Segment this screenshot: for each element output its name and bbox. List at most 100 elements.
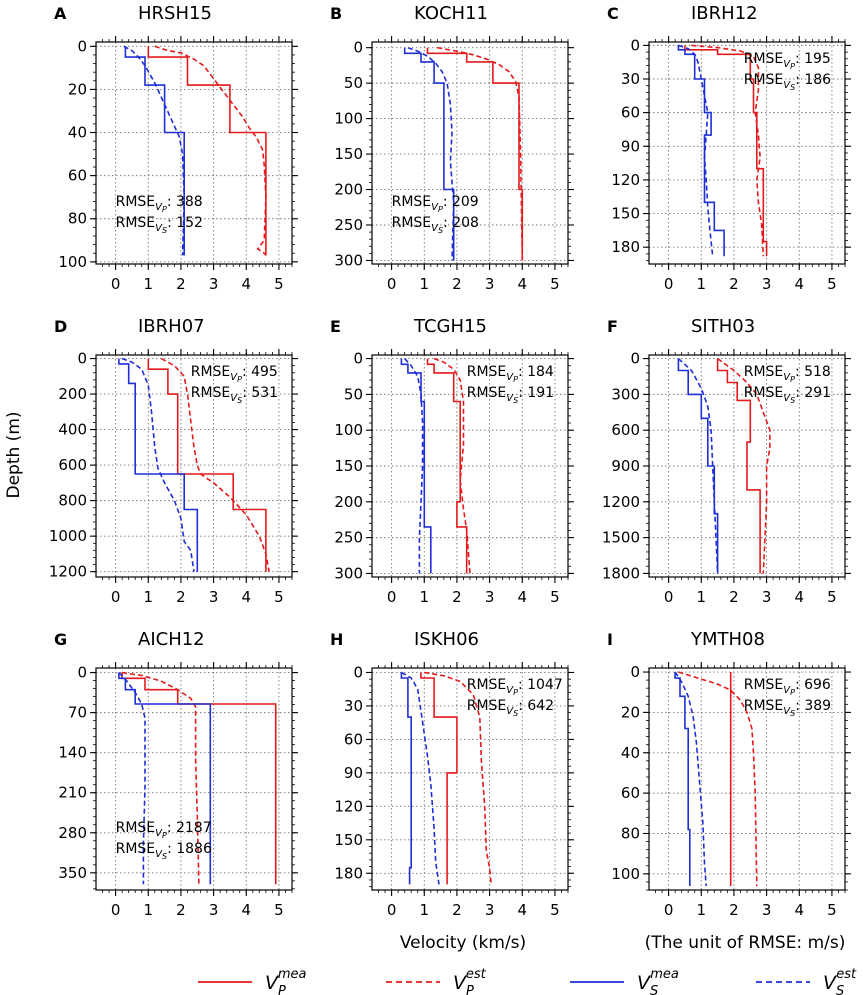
x-tick-label: 5 — [550, 588, 560, 606]
y-tick-label: 80 — [68, 210, 87, 228]
x-tick-label: 0 — [664, 901, 674, 919]
y-tick-label: 600 — [58, 456, 87, 474]
y-tick-label: 150 — [334, 145, 363, 163]
y-tick-label: 0 — [353, 39, 363, 57]
x-axis-title: Velocity (km/s) — [400, 933, 526, 953]
x-tick-label: 1 — [419, 901, 429, 919]
series-vp-est — [437, 46, 524, 261]
y-tick-label: 0 — [630, 350, 640, 368]
y-tick-label: 80 — [621, 824, 640, 842]
y-tick-label: 0 — [630, 663, 640, 681]
rmse-vs-label: RMSEVS: 186 — [744, 72, 831, 92]
rmse-vp-label: RMSEVP: 2187 — [116, 820, 212, 840]
y-tick-label: 600 — [611, 421, 640, 439]
panel-letter: I — [607, 630, 613, 649]
y-tick-label: 90 — [344, 764, 363, 782]
y-tick-label: 180 — [334, 864, 363, 882]
y-tick-label: 200 — [58, 385, 87, 403]
y-tick-label: 50 — [344, 385, 363, 403]
y-tick-label: 300 — [611, 385, 640, 403]
panel-title: AICH12 — [138, 629, 205, 650]
series-vp-est — [691, 44, 765, 257]
x-tick-label: 0 — [387, 588, 397, 606]
legend-label: VPmea — [265, 967, 307, 995]
x-tick-label: 4 — [241, 275, 251, 293]
series-vs-est — [407, 46, 455, 261]
y-tick-label: 280 — [58, 824, 87, 842]
series-vp-est — [678, 671, 758, 887]
series-vs-est — [404, 358, 424, 574]
y-tick-label: 300 — [334, 564, 363, 582]
panel-h: H ISKH06 0 1 2 3 4 5 0 30 60 90 120 150 180 RMSEVP: 104… — [330, 629, 574, 919]
rmse-vp-label: RMSEVP: 388 — [116, 194, 203, 214]
x-tick-label: 2 — [176, 588, 186, 606]
rmse-vs-label: RMSEVS: 191 — [467, 385, 554, 405]
x-tick-label: 0 — [111, 275, 121, 293]
x-tick-label: 1 — [143, 588, 153, 606]
y-tick-label: 140 — [58, 744, 87, 762]
panel-letter: C — [607, 4, 619, 23]
panel-title: SITH03 — [691, 316, 755, 337]
x-tick-label: 1 — [696, 275, 706, 293]
series-vs-mea — [674, 672, 691, 886]
legend-item-vp-mea: VPmea — [198, 967, 307, 995]
panel-a: A HRSH15 0 1 2 3 4 5 0 20 40 60 80 100 RMSEVP: 388RMSE… — [54, 3, 298, 293]
x-tick-label: 1 — [696, 588, 706, 606]
x-tick-label: 4 — [794, 275, 804, 293]
panel-f: F SITH03 0 1 2 3 4 5 0 300 600 900 1200 1500 1800 RMSEV… — [602, 316, 851, 606]
rmse-vs-label: RMSEVS: 1886 — [116, 841, 212, 861]
y-axis-title: Depth (m) — [4, 411, 24, 498]
y-tick-label: 120 — [611, 171, 640, 189]
panel-letter: D — [54, 317, 67, 336]
rmse-vs-label: RMSEVS: 531 — [191, 385, 278, 405]
x-tick-label: 0 — [387, 901, 397, 919]
y-tick-label: 60 — [621, 784, 640, 802]
legend-label: VSest — [823, 967, 857, 995]
panel-letter: B — [330, 4, 342, 23]
series-vs-mea — [118, 358, 199, 572]
y-tick-label: 100 — [334, 110, 363, 128]
rmse-vp-label: RMSEVP: 1047 — [467, 677, 563, 697]
x-tick-label: 4 — [241, 901, 251, 919]
y-tick-label: 90 — [621, 137, 640, 155]
series-vs-est — [118, 672, 146, 885]
x-tick-label: 2 — [729, 901, 739, 919]
plot-frame — [95, 667, 293, 891]
panel-letter: E — [330, 317, 341, 336]
plot-frame — [95, 354, 293, 578]
y-tick-label: 30 — [621, 70, 640, 88]
x-tick-label: 5 — [274, 901, 284, 919]
y-tick-label: 40 — [621, 744, 640, 762]
y-tick-label: 1200 — [602, 493, 640, 511]
legend-item-vs-mea: VSmea — [570, 967, 679, 995]
x-tick-label: 3 — [209, 901, 219, 919]
y-tick-label: 1000 — [49, 527, 87, 545]
series-vs-est — [123, 45, 186, 256]
x-tick-label: 3 — [209, 588, 219, 606]
rmse-vs-label: RMSEVS: 208 — [392, 215, 479, 235]
panel-letter: A — [54, 4, 67, 23]
x-tick-label: 2 — [452, 588, 462, 606]
y-tick-label: 200 — [334, 181, 363, 199]
series-vp-est — [154, 45, 267, 256]
y-tick-label: 60 — [344, 730, 363, 748]
x-tick-label: 2 — [452, 275, 462, 293]
series-vp-est — [717, 357, 771, 574]
y-tick-label: 0 — [353, 663, 363, 681]
rmse-vp-label: RMSEVP: 495 — [191, 364, 278, 384]
series-vp-mea — [426, 358, 468, 574]
y-tick-label: 1800 — [602, 564, 640, 582]
x-tick-label: 5 — [827, 275, 837, 293]
x-tick-label: 5 — [550, 901, 560, 919]
series-vp-est — [424, 671, 492, 885]
panel-letter: H — [330, 630, 343, 649]
x-tick-label: 0 — [664, 275, 674, 293]
x-tick-label: 4 — [517, 901, 527, 919]
legend-item-vp-est: VPest — [386, 967, 487, 995]
series-vs-mea — [400, 358, 432, 574]
rmse-vp-label: RMSEVP: 209 — [392, 194, 479, 214]
x-tick-label: 1 — [696, 901, 706, 919]
x-tick-label: 1 — [419, 588, 429, 606]
rmse-vs-label: RMSEVS: 291 — [744, 385, 831, 405]
